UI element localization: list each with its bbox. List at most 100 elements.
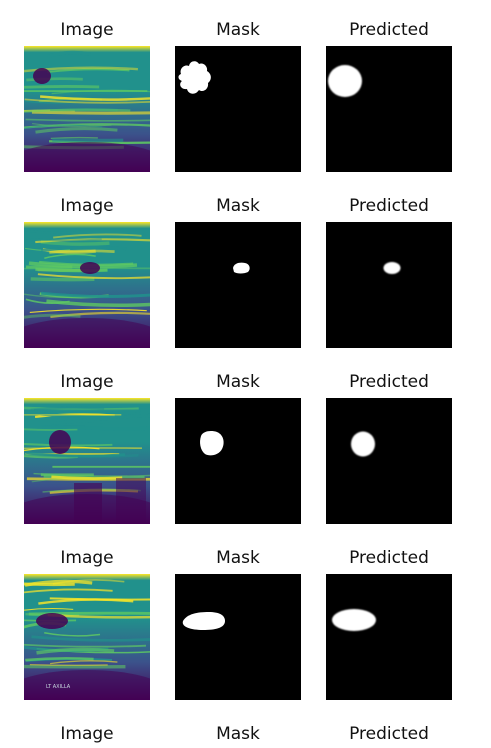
tissue-streak [40,95,150,101]
predicted-title: Predicted [349,372,429,392]
predicted-region [383,262,401,274]
mask-title: Mask [216,724,260,744]
tissue-streak [52,579,125,585]
tissue-streak [36,647,115,655]
mask-title: Mask [216,548,260,568]
predicted-title: Predicted [349,724,429,744]
tissue-streak [51,475,123,480]
mask-background [175,398,301,524]
tissue-streak [24,643,147,648]
predicted-mask [326,46,452,172]
tissue-streak [25,656,94,662]
tissue-streak [24,108,131,113]
mask-region [200,431,224,456]
mask-background [175,222,301,348]
mask-region [182,612,225,630]
tissue-streak [24,406,139,411]
tissue-streak [24,237,102,242]
tissue-streak [24,313,81,319]
tissue-streak [26,77,83,82]
tissue-streak [49,597,150,601]
shadow-region [24,318,150,348]
tissue-streak [44,632,101,637]
tissue-streak [29,663,108,666]
lesion [36,613,68,629]
mask-region [178,61,211,94]
tissue-streak [24,428,78,431]
image-overlay-label: LT AXILLA [46,684,71,690]
tissue-streak [24,66,138,73]
tissue-streak [41,291,150,298]
image-title: Image [60,724,114,744]
tissue-streak [24,582,75,587]
shadow-column [116,478,146,524]
image-title: Image [60,372,114,392]
tissue-streak [40,240,110,246]
tissue-streak [40,601,109,606]
tissue-streak [28,611,150,616]
mask-background [175,574,301,700]
tissue-streak [51,424,150,431]
lesion [80,262,100,274]
ground-truth-mask [175,398,301,524]
tissue-streak [24,85,100,89]
mask-background [326,222,452,348]
image-title: Image [60,20,114,40]
tissue-streak [24,229,87,234]
predicted-region [351,431,375,457]
predicted-mask [326,398,452,524]
mask-background [326,574,452,700]
tissue-streak [35,267,108,273]
tissue-streak [35,126,118,134]
tissue-streak [34,408,141,413]
tissue-streak [24,447,142,450]
tissue-streak [30,406,105,411]
tissue-streak [50,660,118,665]
predicted-mask [326,574,452,700]
shadow-region [24,142,150,172]
mask-background [326,46,452,172]
tissue-streak [53,419,109,425]
mask-title: Mask [216,372,260,392]
ground-truth-mask [175,574,301,700]
tissue-streak [46,299,150,307]
tissue-streak [46,50,91,59]
tissue-streak [33,472,150,477]
mask-title: Mask [216,20,260,40]
tissue-streak [25,118,150,122]
ultrasound-image [24,398,150,524]
tissue-streak [29,308,147,314]
tissue-streak [41,245,127,252]
tissue-streak [31,110,150,115]
mask-title: Mask [216,196,260,216]
mask-region [233,262,250,274]
tissue-streak [37,273,150,280]
lesion [33,68,51,84]
tissue-streak [50,311,150,318]
predicted-mask [326,222,452,348]
predicted-region [328,65,362,97]
ground-truth-mask [175,222,301,348]
mask-background [326,398,452,524]
predicted-region [332,609,376,631]
predicted-title: Predicted [349,196,429,216]
tissue-streak [26,451,126,458]
predicted-title: Predicted [349,20,429,40]
tissue-streak [32,123,112,127]
ultrasound-image [24,222,150,348]
tissue-streak [30,277,95,282]
tissue-streak [24,98,150,104]
tissue-streak [44,253,96,259]
image-title: Image [60,196,114,216]
tissue-streak [49,249,115,254]
tissue-streak [53,233,142,239]
ultrasound-image [24,46,150,172]
predicted-title: Predicted [349,548,429,568]
tissue-streak [50,136,98,140]
tissue-streak [51,89,150,95]
shadow-region [24,670,150,700]
tissue-streak [24,588,113,594]
ground-truth-mask [175,46,301,172]
tissue-streak [31,635,150,642]
